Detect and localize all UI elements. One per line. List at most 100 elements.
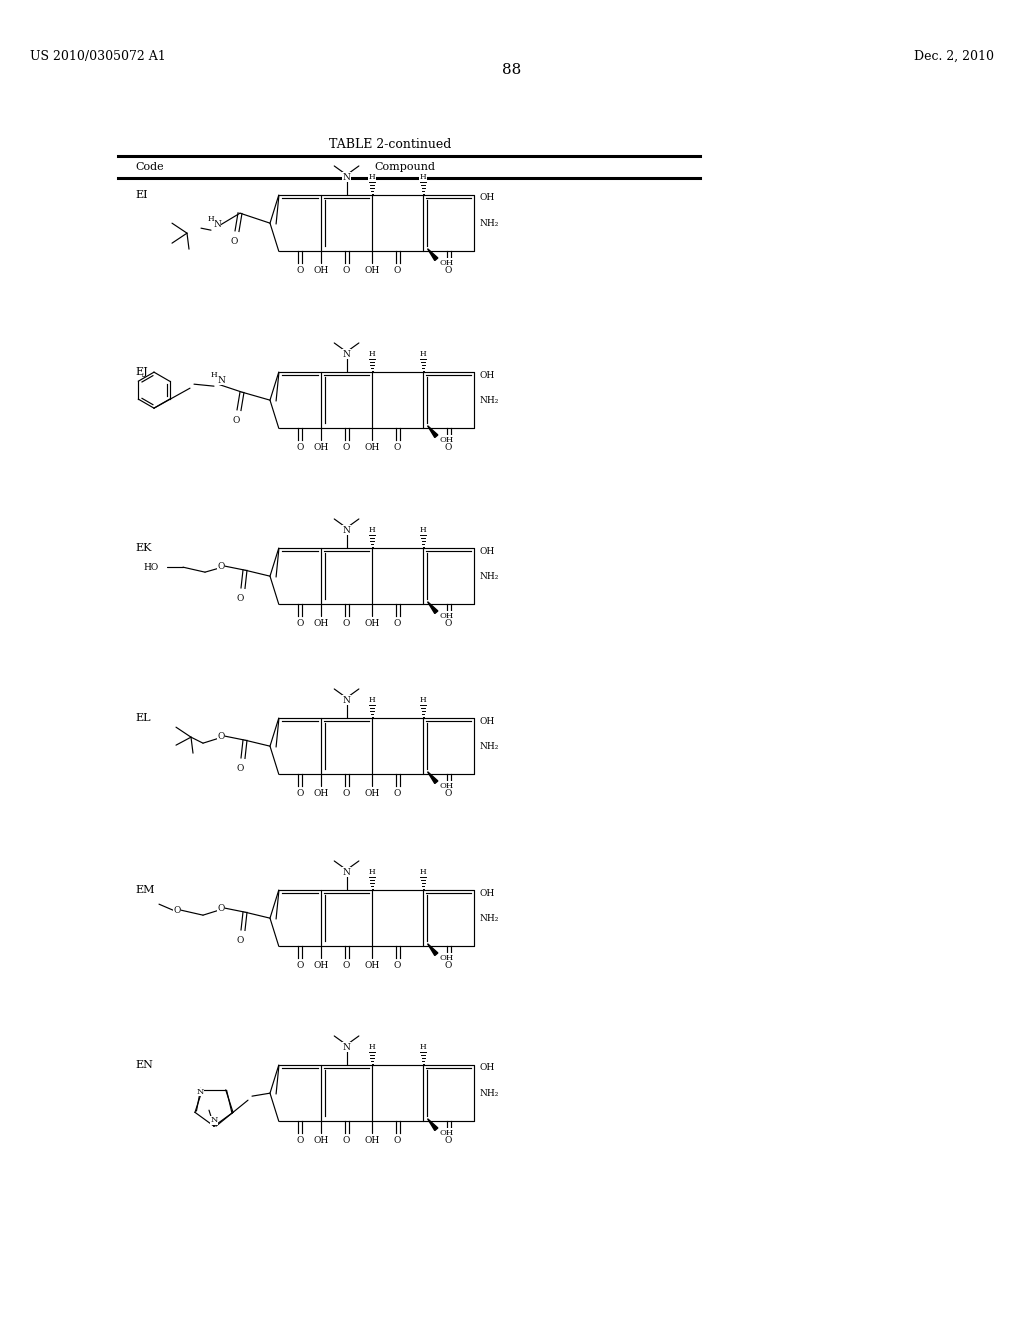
- Text: O: O: [237, 764, 244, 774]
- Text: H: H: [420, 1043, 426, 1052]
- Text: H: H: [369, 173, 376, 181]
- Text: N: N: [343, 173, 350, 182]
- Text: EN: EN: [135, 1060, 153, 1071]
- Text: OH: OH: [365, 267, 380, 276]
- Polygon shape: [428, 602, 438, 614]
- Text: OH: OH: [440, 436, 454, 444]
- Text: H: H: [420, 173, 426, 181]
- Text: OH: OH: [313, 961, 329, 970]
- Text: H: H: [369, 350, 376, 359]
- Text: O: O: [445, 267, 453, 276]
- Text: HO: HO: [143, 562, 159, 572]
- Text: O: O: [343, 619, 350, 628]
- Polygon shape: [428, 248, 438, 260]
- Text: O: O: [343, 961, 350, 970]
- Text: H: H: [211, 371, 217, 379]
- Text: O: O: [173, 906, 180, 915]
- Text: N: N: [343, 350, 350, 359]
- Text: O: O: [217, 731, 224, 741]
- Text: H: H: [420, 869, 426, 876]
- Text: OH: OH: [479, 1064, 495, 1072]
- Text: O: O: [232, 416, 240, 425]
- Text: O: O: [217, 562, 224, 570]
- Text: O: O: [394, 267, 401, 276]
- Text: H: H: [369, 1043, 376, 1052]
- Text: O: O: [343, 267, 350, 276]
- Text: Dec. 2, 2010: Dec. 2, 2010: [914, 50, 994, 63]
- Text: O: O: [343, 789, 350, 799]
- Text: EJ: EJ: [135, 367, 147, 378]
- Text: TABLE 2-continued: TABLE 2-continued: [329, 139, 452, 150]
- Text: OH: OH: [365, 1137, 380, 1146]
- Text: O: O: [296, 267, 303, 276]
- Text: OH: OH: [479, 371, 495, 380]
- Text: O: O: [445, 789, 453, 799]
- Text: OH: OH: [440, 611, 454, 620]
- Text: O: O: [394, 961, 401, 970]
- Text: O: O: [343, 444, 350, 453]
- Text: O: O: [445, 1137, 453, 1146]
- Polygon shape: [428, 944, 438, 956]
- Text: H: H: [369, 697, 376, 705]
- Text: O: O: [237, 936, 244, 945]
- Text: O: O: [394, 1137, 401, 1146]
- Text: 88: 88: [503, 63, 521, 77]
- Text: N: N: [197, 1088, 204, 1096]
- Text: OH: OH: [440, 954, 454, 962]
- Text: O: O: [296, 961, 303, 970]
- Text: O: O: [296, 619, 303, 628]
- Text: O: O: [445, 619, 453, 628]
- Text: OH: OH: [440, 781, 454, 789]
- Text: O: O: [296, 444, 303, 453]
- Text: OH: OH: [479, 194, 495, 202]
- Text: N: N: [343, 525, 350, 535]
- Text: O: O: [217, 904, 224, 912]
- Text: OH: OH: [440, 1129, 454, 1137]
- Text: N: N: [343, 1043, 350, 1052]
- Text: O: O: [237, 594, 244, 603]
- Polygon shape: [428, 1118, 438, 1130]
- Text: OH: OH: [313, 1137, 329, 1146]
- Text: O: O: [394, 789, 401, 799]
- Text: OH: OH: [479, 717, 495, 726]
- Text: OH: OH: [313, 619, 329, 628]
- Text: O: O: [343, 1137, 350, 1146]
- Text: H: H: [208, 215, 214, 223]
- Text: H: H: [420, 527, 426, 535]
- Text: OH: OH: [365, 961, 380, 970]
- Text: H: H: [420, 697, 426, 705]
- Text: N: N: [210, 1117, 218, 1125]
- Polygon shape: [428, 772, 438, 784]
- Text: O: O: [230, 238, 238, 246]
- Text: O: O: [296, 1137, 303, 1146]
- Text: OH: OH: [440, 259, 454, 267]
- Text: NH₂: NH₂: [479, 396, 499, 405]
- Text: N: N: [213, 219, 221, 228]
- Text: EM: EM: [135, 884, 155, 895]
- Text: NH₂: NH₂: [479, 742, 499, 751]
- Text: N: N: [217, 376, 225, 384]
- Text: H: H: [369, 869, 376, 876]
- Text: O: O: [394, 619, 401, 628]
- Text: O: O: [394, 444, 401, 453]
- Text: NH₂: NH₂: [479, 1089, 499, 1098]
- Text: OH: OH: [313, 267, 329, 276]
- Text: EL: EL: [135, 713, 151, 723]
- Text: OH: OH: [365, 444, 380, 453]
- Text: Code: Code: [135, 162, 164, 172]
- Polygon shape: [428, 425, 438, 437]
- Text: O: O: [445, 961, 453, 970]
- Text: NH₂: NH₂: [479, 913, 499, 923]
- Text: H: H: [369, 527, 376, 535]
- Text: N: N: [343, 696, 350, 705]
- Text: EI: EI: [135, 190, 147, 201]
- Text: OH: OH: [479, 888, 495, 898]
- Text: O: O: [296, 789, 303, 799]
- Text: OH: OH: [365, 789, 380, 799]
- Text: NH₂: NH₂: [479, 572, 499, 581]
- Text: OH: OH: [365, 619, 380, 628]
- Text: NH₂: NH₂: [479, 219, 499, 227]
- Text: N: N: [343, 869, 350, 876]
- Text: EK: EK: [135, 543, 152, 553]
- Text: OH: OH: [313, 444, 329, 453]
